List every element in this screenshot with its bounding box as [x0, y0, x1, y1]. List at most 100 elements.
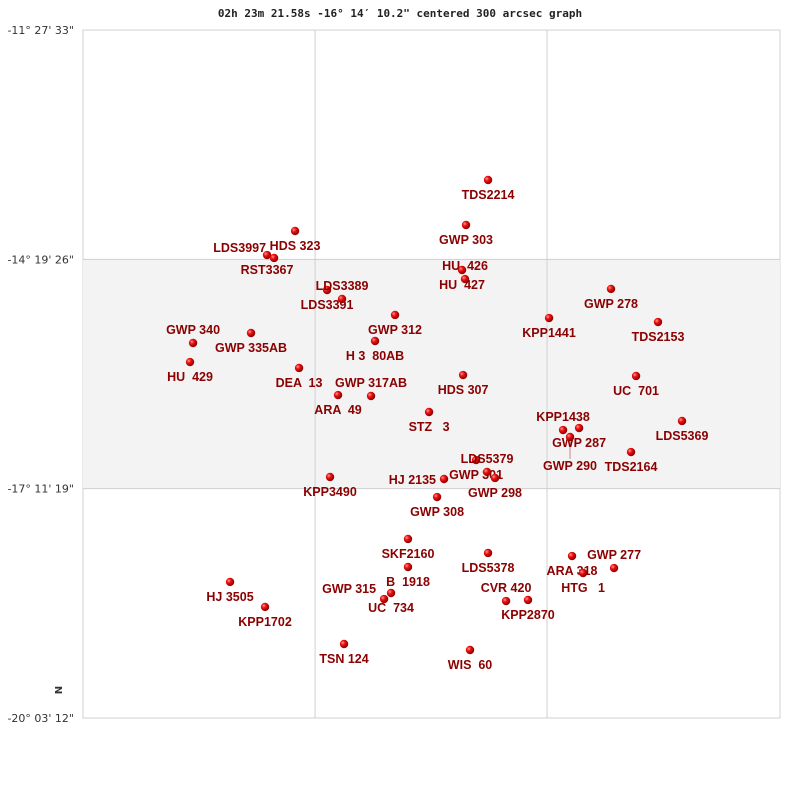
- star-label: KPP1702: [238, 615, 292, 629]
- star[interactable]: HJ 2135: [389, 473, 449, 487]
- star-marker[interactable]: [337, 294, 347, 304]
- star-marker[interactable]: [501, 596, 511, 606]
- star-marker[interactable]: [483, 548, 493, 558]
- star-marker[interactable]: [578, 568, 588, 578]
- star[interactable]: B 1918: [386, 562, 430, 589]
- star[interactable]: TSN 124: [319, 639, 369, 666]
- star-marker[interactable]: [246, 328, 256, 338]
- star-marker[interactable]: [606, 284, 616, 294]
- star-label: HJ 3505: [206, 590, 253, 604]
- star-label: ARA 49: [314, 403, 362, 417]
- star[interactable]: TDS2164: [605, 447, 658, 474]
- star[interactable]: KPP1441: [522, 313, 576, 340]
- star-marker[interactable]: [370, 336, 380, 346]
- star[interactable]: GWP 277: [587, 548, 641, 573]
- star-marker[interactable]: [403, 534, 413, 544]
- star[interactable]: HU 429: [167, 357, 213, 384]
- star[interactable]: KPP3490: [303, 472, 357, 499]
- star-marker[interactable]: [424, 407, 434, 417]
- star[interactable]: GWP 308: [410, 492, 464, 519]
- star[interactable]: GWP 287: [552, 423, 606, 450]
- star[interactable]: HDS 323: [270, 226, 321, 253]
- star-marker[interactable]: [290, 226, 300, 236]
- star[interactable]: GWP 340: [166, 323, 220, 348]
- star-marker[interactable]: [574, 423, 584, 433]
- star[interactable]: GWP 303: [439, 220, 493, 247]
- star[interactable]: GWP 298: [468, 473, 522, 500]
- star[interactable]: GWP 312: [368, 310, 422, 337]
- star[interactable]: RST3367: [241, 250, 294, 277]
- star[interactable]: ARA 49: [314, 390, 362, 417]
- star-marker[interactable]: [294, 363, 304, 373]
- star-marker[interactable]: [653, 317, 663, 327]
- star-marker[interactable]: [260, 602, 270, 612]
- star[interactable]: GWP 315: [322, 582, 389, 604]
- star[interactable]: KPP2870: [501, 595, 555, 622]
- star-marker[interactable]: [366, 391, 376, 401]
- star[interactable]: HTG 1: [561, 568, 605, 595]
- star[interactable]: LDS5379: [461, 452, 514, 477]
- star[interactable]: HU 426: [442, 259, 488, 284]
- star[interactable]: UC 701: [613, 371, 659, 398]
- star-marker[interactable]: [471, 455, 481, 465]
- star-marker[interactable]: [188, 338, 198, 348]
- star-marker[interactable]: [439, 474, 449, 484]
- star-label: LDS3389: [316, 279, 369, 293]
- star-marker[interactable]: [567, 551, 577, 561]
- star[interactable]: H 3 80AB: [346, 336, 404, 363]
- star-marker[interactable]: [565, 432, 575, 442]
- star[interactable]: CVR 420: [481, 581, 532, 606]
- star-marker[interactable]: [483, 175, 493, 185]
- star-marker[interactable]: [185, 357, 195, 367]
- star[interactable]: LDS5369: [656, 416, 709, 443]
- star[interactable]: GWP 290: [543, 432, 597, 473]
- star-marker[interactable]: [269, 253, 279, 263]
- star-marker[interactable]: [631, 371, 641, 381]
- star[interactable]: GWP 317AB: [335, 376, 407, 401]
- star-marker[interactable]: [339, 639, 349, 649]
- star-label: HU 426: [442, 259, 488, 273]
- star-label: H 3 80AB: [346, 349, 404, 363]
- star-marker[interactable]: [262, 250, 272, 260]
- star[interactable]: HU 427: [439, 265, 485, 292]
- star[interactable]: STZ 3: [409, 407, 450, 434]
- star[interactable]: KPP1438: [536, 410, 590, 435]
- star-marker[interactable]: [523, 595, 533, 605]
- star-marker[interactable]: [558, 425, 568, 435]
- star-marker[interactable]: [386, 588, 396, 598]
- star-marker[interactable]: [403, 562, 413, 572]
- star[interactable]: DEA 13: [276, 363, 323, 390]
- star[interactable]: GWP 278: [584, 284, 638, 311]
- star[interactable]: UC 734: [368, 588, 414, 615]
- star-label: SKF2160: [382, 547, 435, 561]
- star[interactable]: KPP1702: [238, 602, 292, 629]
- star-marker[interactable]: [379, 594, 389, 604]
- star[interactable]: SKF2160: [382, 534, 435, 561]
- star-marker[interactable]: [390, 310, 400, 320]
- star-marker[interactable]: [482, 467, 492, 477]
- star[interactable]: TDS2214: [462, 175, 515, 202]
- star[interactable]: LDS3389: [316, 279, 369, 304]
- star-marker[interactable]: [333, 390, 343, 400]
- star-marker[interactable]: [465, 645, 475, 655]
- star[interactable]: TDS2153: [632, 317, 685, 344]
- star-marker[interactable]: [490, 473, 500, 483]
- star-marker[interactable]: [457, 265, 467, 275]
- star-marker[interactable]: [225, 577, 235, 587]
- star[interactable]: HDS 307: [438, 370, 489, 397]
- star-marker[interactable]: [325, 472, 335, 482]
- star-marker[interactable]: [609, 563, 619, 573]
- star-marker[interactable]: [626, 447, 636, 457]
- star[interactable]: LDS5378: [462, 548, 515, 575]
- star-marker[interactable]: [461, 220, 471, 230]
- star-marker[interactable]: [460, 274, 470, 284]
- star-marker[interactable]: [544, 313, 554, 323]
- star-marker[interactable]: [432, 492, 442, 502]
- star[interactable]: HJ 3505: [206, 577, 254, 604]
- star-marker[interactable]: [458, 370, 468, 380]
- star-marker[interactable]: [677, 416, 687, 426]
- star[interactable]: GWP 335AB: [215, 328, 287, 355]
- star[interactable]: WIS 60: [448, 645, 493, 672]
- star-marker[interactable]: [322, 285, 332, 295]
- star[interactable]: LDS3997: [213, 241, 279, 263]
